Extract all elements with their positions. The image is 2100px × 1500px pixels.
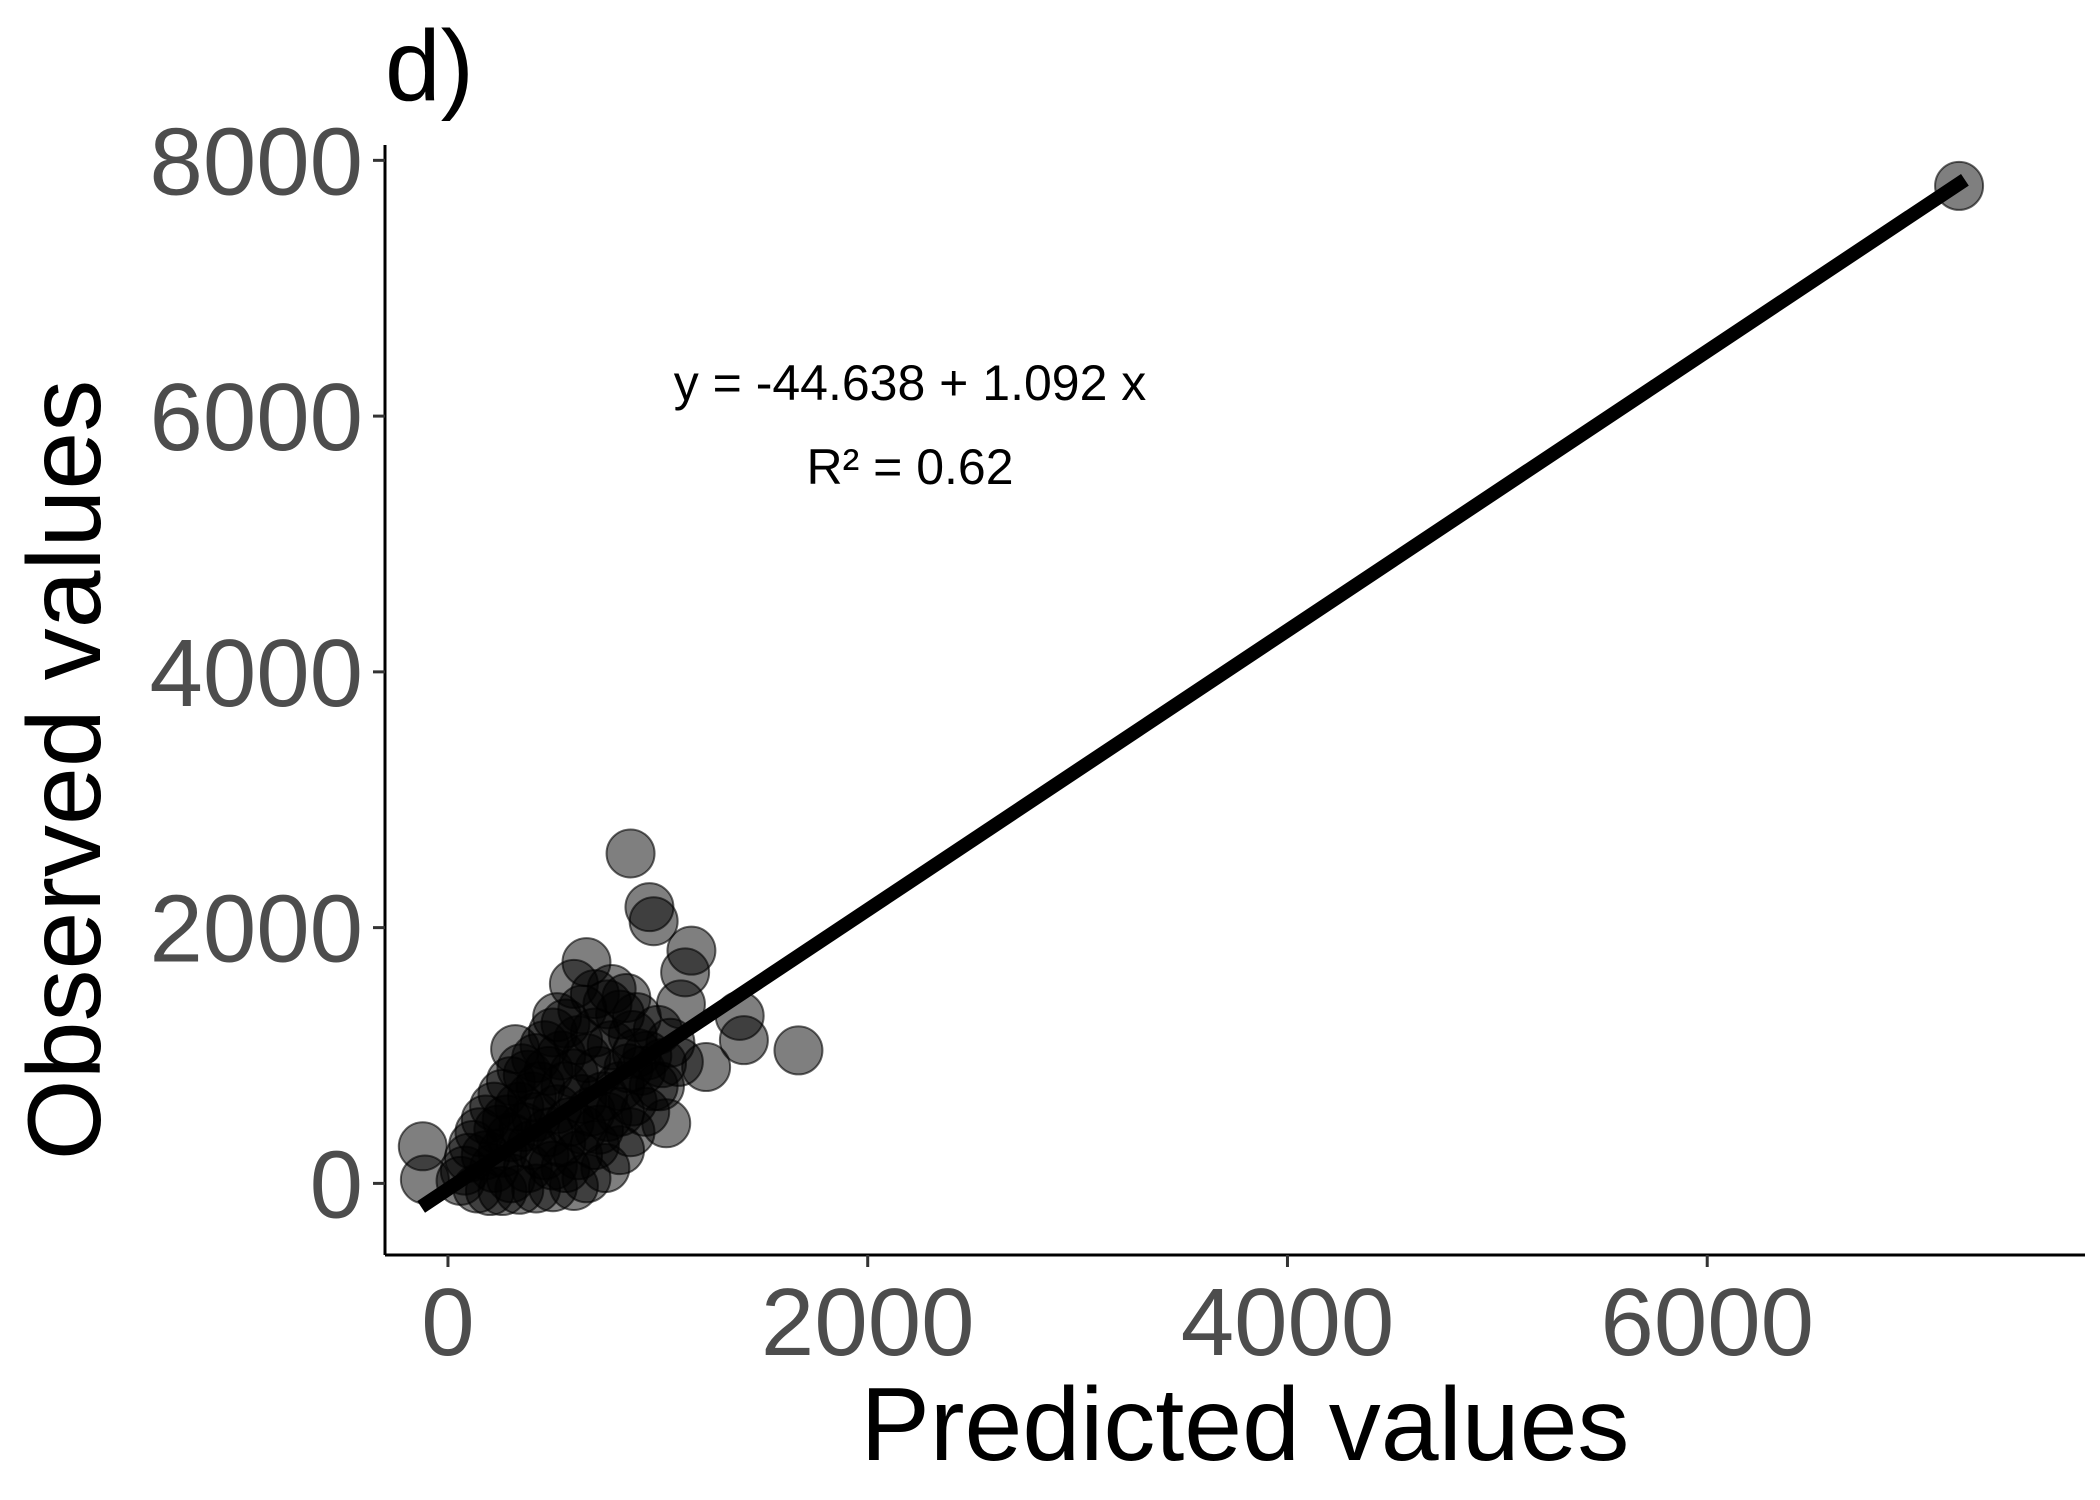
y-tick-label: 4000 — [149, 620, 363, 727]
data-point — [532, 992, 583, 1043]
regression-equation: y = -44.638 + 1.092 x — [674, 355, 1147, 411]
data-point — [628, 896, 679, 947]
data-point — [561, 1153, 612, 1204]
x-axis-title: Predicted values — [861, 1367, 1630, 1483]
y-axis-title: Observed values — [7, 380, 123, 1160]
x-tick-label: 6000 — [1600, 1269, 1814, 1376]
x-tick-label: 2000 — [761, 1269, 975, 1376]
y-tick-label: 0 — [310, 1131, 363, 1238]
panel-label: d) — [385, 10, 474, 122]
data-point — [515, 1061, 566, 1112]
x-tick-label: 4000 — [1181, 1269, 1395, 1376]
data-point — [605, 828, 656, 879]
data-point — [718, 1015, 769, 1066]
y-tick-label: 6000 — [149, 364, 363, 471]
x-axis-ticks: 0 2000 4000 6000 — [421, 1255, 1814, 1376]
y-axis-ticks: 0 2000 4000 6000 8000 — [149, 108, 385, 1238]
data-point — [773, 1025, 824, 1076]
regression-line — [417, 173, 1969, 1213]
x-tick-label: 0 — [421, 1269, 474, 1376]
y-tick-label: 8000 — [149, 108, 363, 215]
data-point — [574, 1104, 625, 1155]
r-squared-label: R² = 0.62 — [806, 439, 1013, 495]
y-tick-label: 2000 — [149, 876, 363, 983]
